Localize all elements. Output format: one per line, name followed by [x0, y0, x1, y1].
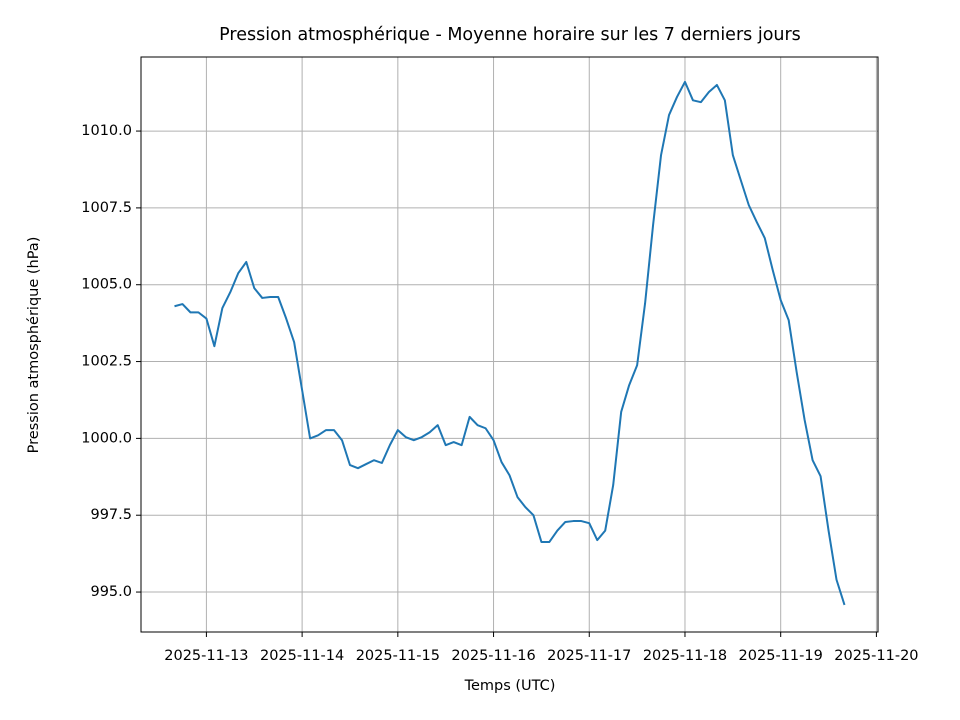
grid [141, 57, 878, 632]
x-tick-label: 2025-11-13 [164, 648, 248, 664]
y-tick-label: 997.5 [90, 507, 132, 523]
plot-frame [140, 56, 879, 633]
x-tick-label: 2025-11-18 [643, 648, 727, 664]
chart-title: Pression atmosphérique - Moyenne horaire… [219, 25, 801, 45]
x-tick-label: 2025-11-15 [356, 648, 440, 664]
x-axis-label: Temps (UTC) [464, 678, 556, 694]
y-tick-label: 1000.0 [81, 430, 132, 446]
y-tick-label: 995.0 [90, 584, 132, 600]
y-axis-label: Pression atmosphérique (hPa) [26, 237, 42, 454]
x-tick-label: 2025-11-16 [451, 648, 535, 664]
y-tick-label: 1005.0 [81, 277, 132, 293]
x-tick-label: 2025-11-14 [260, 648, 344, 664]
x-tick-label: 2025-11-20 [834, 648, 918, 664]
y-tick-label: 1007.5 [81, 200, 132, 216]
y-tick-label: 1010.0 [81, 123, 132, 139]
x-tick-label: 2025-11-19 [739, 648, 823, 664]
plot [174, 80, 846, 606]
y-tick-label: 1002.5 [81, 354, 132, 370]
x-tick-label: 2025-11-17 [547, 648, 631, 664]
data-line [174, 80, 846, 606]
